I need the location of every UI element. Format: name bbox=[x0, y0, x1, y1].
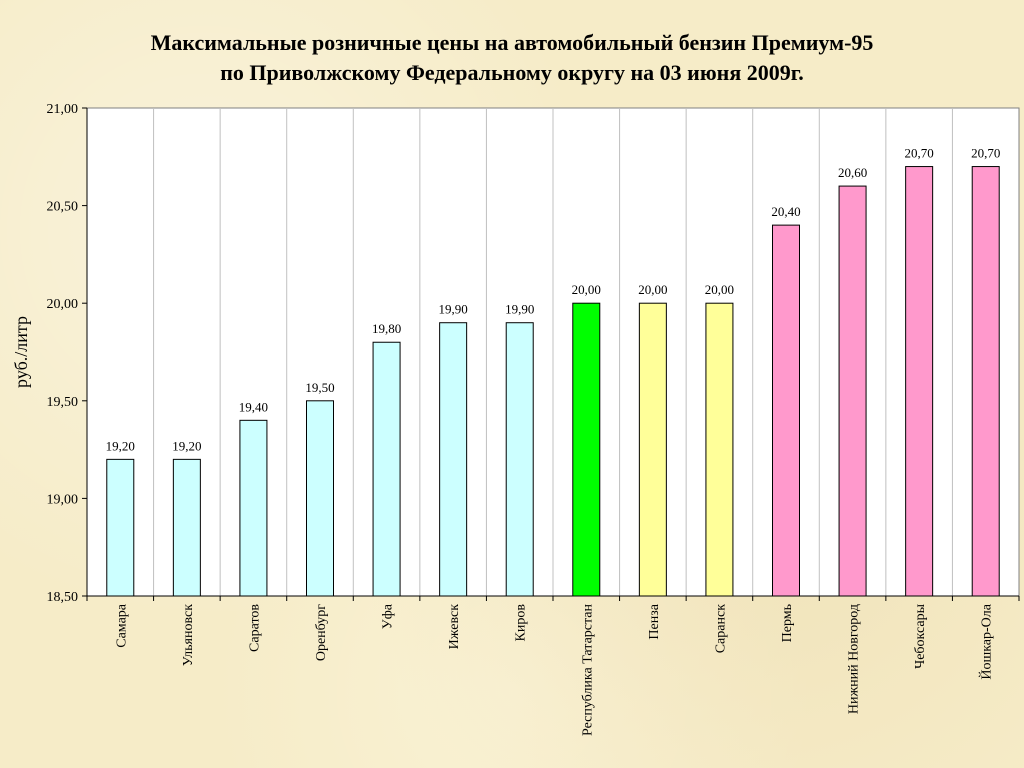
bar bbox=[705, 302, 734, 597]
y-tick-label: 20,50 bbox=[47, 200, 79, 215]
x-tick-label: Республика Татарстан bbox=[580, 603, 595, 736]
bar bbox=[505, 322, 534, 597]
data-label: 19,90 bbox=[505, 302, 534, 317]
data-label: 19,50 bbox=[305, 380, 334, 395]
bar bbox=[439, 322, 468, 597]
bar bbox=[372, 341, 401, 597]
data-label: 19,20 bbox=[172, 438, 201, 453]
bars bbox=[106, 166, 1000, 597]
x-tick-label: Самара bbox=[114, 603, 129, 648]
data-label: 20,00 bbox=[572, 282, 601, 297]
bar bbox=[971, 166, 1000, 597]
x-tick-label: Оренбург bbox=[314, 604, 329, 661]
x-tick-label: Чебоксары bbox=[913, 603, 928, 668]
value-labels: 19,20 19,20 19,40 19,50 19,80 19,90 19,90 20,00… bbox=[106, 146, 1001, 454]
bar bbox=[239, 419, 268, 597]
chart-title-line-1: Максимальные розничные цены на автомобил… bbox=[150, 30, 874, 55]
data-label: 19,90 bbox=[439, 302, 468, 317]
y-tick-label: 19,50 bbox=[47, 395, 79, 410]
bar bbox=[772, 224, 800, 597]
data-label: 19,40 bbox=[239, 399, 268, 414]
bar bbox=[905, 166, 934, 597]
data-label: 20,00 bbox=[638, 282, 667, 297]
data-label: 20,60 bbox=[838, 165, 867, 180]
chart-title-line-2: по Приволжскому Федеральному округу на 0… bbox=[220, 60, 804, 85]
y-tick-label: 20,00 bbox=[47, 297, 79, 312]
data-label: 19,20 bbox=[106, 438, 135, 453]
x-tick-label: Пермь bbox=[780, 604, 795, 642]
x-tick-label: Ижевск bbox=[447, 604, 462, 650]
x-tick-label: Уфа bbox=[381, 603, 396, 629]
data-label: 20,40 bbox=[771, 204, 800, 219]
x-tick-label: Киров bbox=[514, 604, 529, 642]
chart-title: Максимальные розничные цены на автомобил… bbox=[0, 28, 1024, 88]
x-tick-label: Ульяновск bbox=[181, 604, 196, 666]
y-tick-label: 18,50 bbox=[47, 590, 79, 605]
data-label: 20,00 bbox=[705, 282, 734, 297]
x-tick-label: Саратов bbox=[247, 604, 262, 652]
bar bbox=[838, 185, 867, 597]
data-label: 20,70 bbox=[971, 146, 1000, 161]
bar bbox=[572, 302, 601, 597]
grid-lines bbox=[153, 108, 953, 596]
y-tick-label: 21,00 bbox=[47, 102, 79, 117]
x-tick-label: Саранск bbox=[713, 604, 728, 653]
data-label: 19,80 bbox=[372, 321, 401, 336]
bar bbox=[306, 400, 334, 597]
x-axis: Самара Ульяновск Саратов Оренбург Уфа Ижевск К… bbox=[86, 595, 1020, 736]
data-label: 20,70 bbox=[905, 146, 934, 161]
bar bbox=[106, 458, 135, 597]
x-tick-label: Йошкар-Ола bbox=[978, 603, 995, 679]
y-axis: 18,50 19,00 19,50 20,00 20,50 21,00 bbox=[47, 102, 88, 605]
bar bbox=[638, 302, 667, 597]
x-tick-label: Нижний Новгород bbox=[847, 604, 862, 714]
y-tick-label: 19,00 bbox=[47, 492, 79, 507]
x-tick-label: Пенза bbox=[647, 603, 662, 639]
y-axis-label: руб./литр bbox=[11, 316, 31, 388]
bar bbox=[172, 458, 201, 597]
